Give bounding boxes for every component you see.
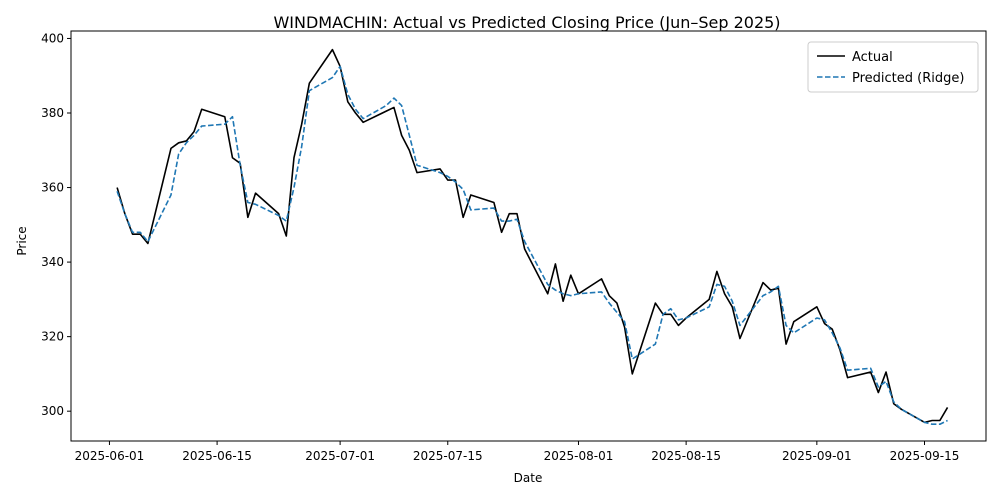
y-axis-label: Price [15,226,29,255]
series-line-0 [116,48,949,424]
legend: Actual Predicted (Ridge) [807,41,979,93]
x-tick-label: 2025-06-15 [182,449,252,463]
y-tick-label: 320 [41,330,64,344]
legend-label-predicted: Predicted (Ridge) [852,71,964,86]
chart-title: WINDMACHIN: Actual vs Predicted Closing … [273,13,780,32]
x-tick-label: 2025-08-01 [544,449,614,463]
series-line-1 [116,65,948,426]
x-tick-label: 2025-09-01 [782,449,852,463]
y-tick-label: 400 [41,31,64,45]
x-tick-label: 2025-07-15 [413,449,483,463]
x-tick-label: 2025-07-01 [305,449,375,463]
y-tick-label: 380 [41,106,64,120]
plot-area [116,48,949,426]
axes-frame [70,30,987,442]
x-axis-label: Date [514,471,543,485]
x-tick-label: 2025-06-01 [75,449,145,463]
y-tick-label: 360 [41,181,64,195]
y-tick-label: 340 [41,255,64,269]
legend-label-actual: Actual [852,50,893,65]
axes: 2025-06-01 2025-06-15 2025-07-01 2025-07-15… [41,30,987,463]
x-tick-label: 2025-08-15 [651,449,721,463]
legend-box [807,41,979,93]
x-tick-label: 2025-09-15 [890,449,960,463]
y-tick-label: 300 [41,404,64,418]
